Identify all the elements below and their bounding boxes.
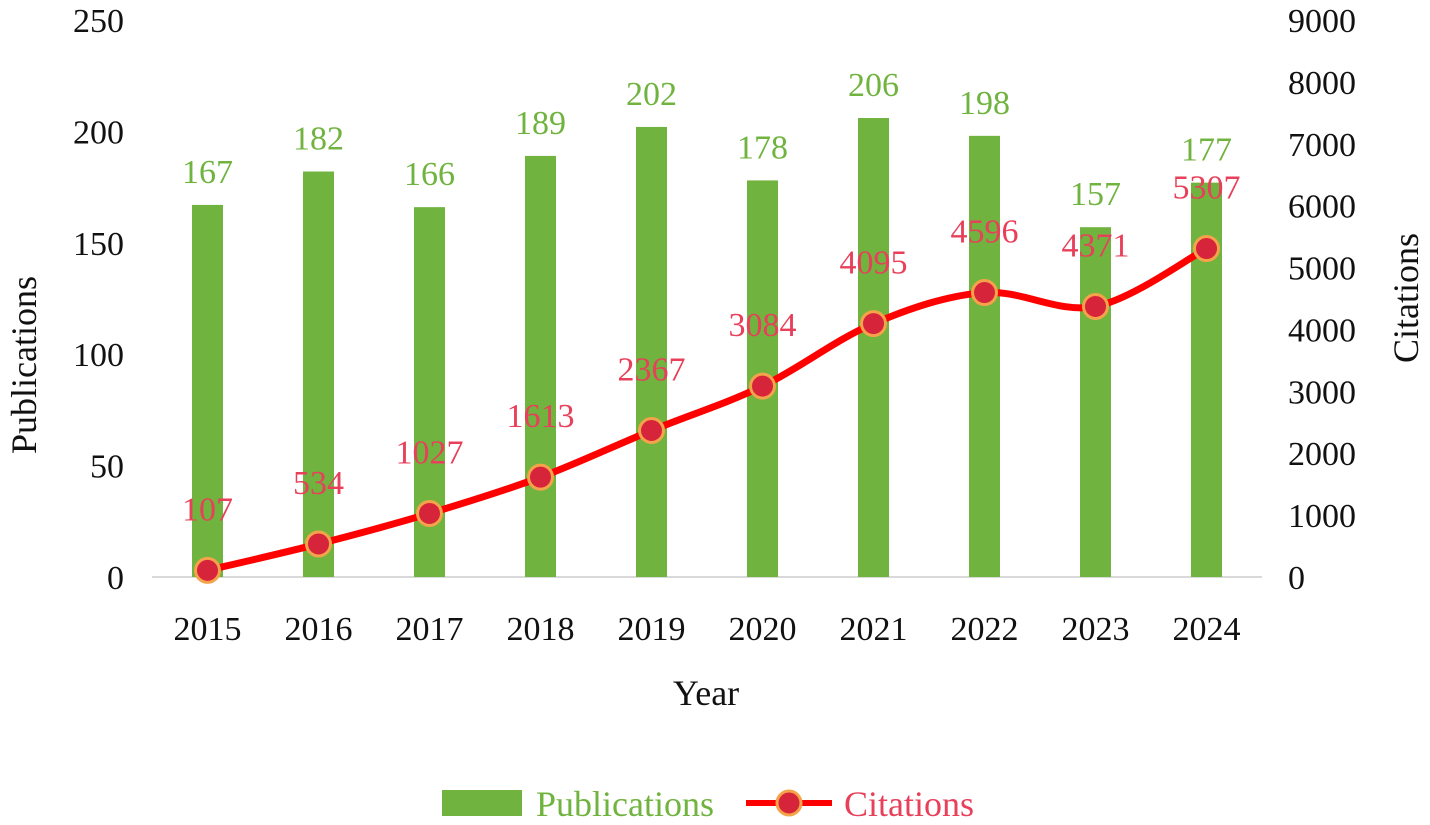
right-tick-label: 5000 [1288, 251, 1356, 288]
citation-marker [749, 372, 776, 400]
citation-data-label: 4371 [1062, 227, 1130, 264]
x-tick-label: 2018 [507, 611, 575, 648]
citation-data-label: 107 [182, 491, 233, 528]
right-tick-label: 3000 [1288, 374, 1356, 411]
legend-citations-marker [775, 789, 803, 817]
publication-bar [969, 135, 1000, 577]
right-tick-label: 2000 [1288, 436, 1356, 473]
legend-publications-swatch [442, 790, 522, 816]
citation-marker [527, 463, 554, 491]
legend: Publications Citations [442, 784, 974, 824]
x-tick-label: 2021 [840, 611, 908, 648]
citation-data-label: 4596 [951, 214, 1019, 251]
left-tick-label: 100 [73, 337, 124, 374]
citation-data-label: 4095 [840, 245, 908, 282]
left-axis-title: Publications [4, 276, 44, 454]
left-tick-label: 150 [73, 226, 124, 263]
x-tick-label: 2016 [285, 611, 353, 648]
citation-data-label: 1027 [396, 434, 464, 471]
x-axis-title: Year [673, 673, 739, 713]
publication-data-label: 167 [182, 154, 233, 191]
publication-data-label: 178 [737, 129, 788, 166]
citation-marker [416, 499, 443, 527]
publication-data-label: 177 [1181, 132, 1232, 169]
right-tick-label: 0 [1288, 560, 1305, 597]
publication-data-label: 206 [848, 67, 899, 104]
citations-line [204, 245, 1210, 574]
x-tick-label: 2017 [396, 611, 464, 648]
x-tick-label: 2022 [951, 611, 1019, 648]
citations-data-labels: 107 534 1027 1613 2367 3084 4095 4596 4371 5307 [182, 170, 1241, 529]
publication-bar [192, 204, 223, 577]
citation-marker [194, 556, 221, 584]
citation-marker [305, 530, 332, 558]
publication-bar [1080, 227, 1111, 578]
right-axis-title: Citations [1386, 233, 1426, 363]
right-tick-label: 9000 [1288, 3, 1356, 40]
left-tick-label: 250 [73, 3, 124, 40]
left-tick-label: 50 [90, 449, 124, 486]
citation-data-label: 534 [293, 465, 344, 502]
citation-marker [1193, 235, 1220, 263]
x-tick-label: 2024 [1173, 611, 1241, 648]
left-tick-label: 0 [107, 560, 124, 597]
citation-marker [971, 279, 998, 307]
right-tick-label: 4000 [1288, 312, 1356, 349]
publication-bar [858, 118, 889, 578]
publication-bar [303, 171, 334, 577]
citation-data-label: 2367 [618, 352, 686, 389]
publication-data-label: 189 [515, 105, 566, 142]
x-axis-ticks: 2015 2016 2017 2018 2019 2020 2021 2022 2023 2024 [174, 611, 1241, 648]
publication-data-labels: 167 182 166 189 202 178 206 198 157 177 [182, 67, 1232, 213]
publication-data-label: 166 [404, 156, 455, 193]
left-tick-label: 200 [73, 114, 124, 151]
publication-bar [636, 126, 667, 577]
publication-bars [192, 118, 1222, 578]
right-axis-ticks: 0 1000 2000 3000 4000 5000 6000 7000 8000 9000 [1288, 3, 1356, 597]
publication-data-label: 157 [1070, 176, 1121, 213]
publication-data-label: 198 [959, 85, 1010, 122]
citation-data-label: 5307 [1173, 170, 1241, 207]
publication-data-label: 182 [293, 121, 344, 158]
citation-data-label: 3084 [729, 307, 797, 344]
legend-publications-label: Publications [536, 784, 714, 824]
x-tick-label: 2020 [729, 611, 797, 648]
right-tick-label: 6000 [1288, 189, 1356, 226]
publication-bar [525, 155, 556, 577]
legend-citations-label: Citations [844, 784, 974, 824]
x-tick-label: 2023 [1062, 611, 1130, 648]
citation-data-label: 1613 [507, 398, 575, 435]
citation-marker [1082, 292, 1109, 320]
x-tick-label: 2019 [618, 611, 686, 648]
citation-marker [638, 417, 665, 445]
right-tick-label: 1000 [1288, 498, 1356, 535]
left-axis-ticks: 0 50 100 150 200 250 [73, 3, 124, 597]
right-tick-label: 7000 [1288, 127, 1356, 164]
publication-data-label: 202 [626, 76, 677, 113]
x-tick-label: 2015 [174, 611, 242, 648]
citation-marker [860, 310, 887, 338]
citations-markers [194, 235, 1220, 584]
right-tick-label: 8000 [1288, 65, 1356, 102]
